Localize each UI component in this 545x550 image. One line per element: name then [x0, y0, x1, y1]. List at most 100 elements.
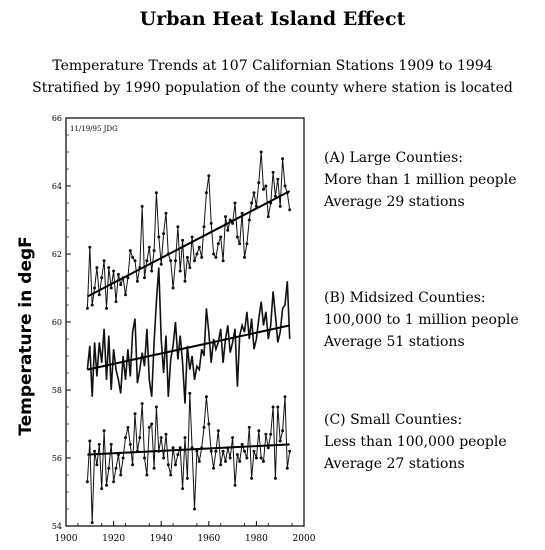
- data-point: [233, 201, 237, 205]
- data-point: [145, 473, 149, 477]
- x-tick-label: 1900: [55, 534, 78, 544]
- data-point: [169, 473, 173, 477]
- data-point: [259, 150, 263, 154]
- data-point: [185, 255, 189, 259]
- data-point: [126, 276, 130, 280]
- data-point: [266, 446, 270, 450]
- x-tick-label: 1940: [150, 534, 173, 544]
- data-point: [174, 463, 177, 467]
- data-point: [121, 456, 125, 460]
- data-point: [259, 456, 263, 460]
- data-point: [93, 286, 97, 290]
- data-point: [154, 405, 158, 409]
- data-point: [204, 395, 208, 399]
- data-point: [278, 204, 282, 208]
- x-tick-label: 2000: [293, 534, 316, 544]
- legend-small-stations: Average 27 stations: [324, 456, 465, 472]
- data-point: [281, 157, 285, 161]
- data-point: [88, 439, 92, 443]
- data-point: [159, 262, 163, 266]
- x-tick-label: 1980: [245, 534, 268, 544]
- data-point: [133, 259, 137, 263]
- data-point: [90, 303, 94, 307]
- data-point: [219, 235, 223, 239]
- data-point: [243, 449, 246, 453]
- data-point: [252, 191, 256, 195]
- data-point: [97, 293, 101, 297]
- data-point: [128, 442, 132, 446]
- legend-large-name: (A) Large Counties:: [324, 150, 463, 166]
- data-point: [143, 456, 146, 460]
- data-point: [197, 245, 201, 249]
- data-point: [252, 449, 256, 453]
- data-point: [238, 459, 242, 463]
- data-point: [200, 255, 204, 259]
- data-point: [102, 429, 106, 433]
- data-point: [159, 436, 163, 440]
- data-point: [105, 306, 108, 310]
- chart-title: Urban Heat Island Effect: [139, 8, 406, 30]
- y-tick-label: 66: [52, 114, 62, 123]
- data-point: [152, 249, 156, 253]
- chart-subtitle-line2: Stratified by 1990 population of the cou…: [32, 80, 513, 96]
- data-point: [126, 425, 130, 429]
- series-layer: [85, 150, 292, 525]
- data-point: [283, 184, 287, 188]
- data-point: [190, 235, 194, 239]
- data-point: [93, 449, 97, 453]
- data-point: [247, 218, 251, 222]
- data-point: [228, 456, 232, 460]
- data-point: [143, 276, 146, 280]
- data-point: [281, 429, 285, 433]
- data-point: [140, 204, 144, 208]
- data-point: [207, 422, 211, 426]
- trend-line: [87, 324, 290, 371]
- legend-midsized-name: (B) Midsized Counties:: [324, 290, 486, 306]
- data-point: [174, 259, 177, 263]
- data-point: [112, 269, 116, 273]
- chart-annotation: 11/19/95 JDG: [70, 125, 118, 133]
- legend-entry-midsized: (B) Midsized Counties: 100,000 to 1 mill…: [324, 287, 539, 353]
- data-point: [138, 436, 142, 440]
- legend-entry-large: (A) Large Counties: More than 1 million …: [324, 147, 539, 213]
- data-point: [107, 466, 111, 470]
- data-point: [176, 225, 180, 229]
- series-small: [85, 391, 292, 525]
- data-point: [235, 235, 239, 239]
- data-point: [97, 442, 101, 446]
- x-tick-label: 1920: [102, 534, 125, 544]
- data-point: [119, 473, 123, 477]
- data-point: [202, 225, 206, 229]
- data-point: [124, 436, 127, 440]
- data-point: [197, 459, 201, 463]
- legend-large-stations: Average 29 stations: [324, 194, 465, 210]
- data-point: [245, 456, 249, 460]
- data-point: [119, 283, 123, 287]
- data-point: [152, 466, 156, 470]
- data-point: [171, 286, 175, 290]
- data-point: [107, 266, 111, 270]
- data-point: [276, 177, 280, 181]
- data-point: [193, 259, 196, 263]
- data-point: [207, 174, 211, 178]
- data-point: [273, 194, 277, 198]
- data-point: [90, 521, 94, 525]
- chart-subtitle-line1: Temperature Trends at 107 Californian St…: [52, 58, 493, 74]
- data-point: [245, 242, 249, 246]
- data-point: [85, 480, 89, 484]
- data-point: [145, 259, 149, 263]
- data-point: [271, 405, 275, 409]
- data-point: [135, 279, 139, 283]
- data-point: [185, 476, 189, 480]
- data-point: [231, 221, 235, 225]
- series-line: [86, 151, 291, 309]
- data-point: [162, 456, 166, 460]
- data-point: [224, 459, 227, 463]
- y-tick-label: 58: [52, 386, 62, 395]
- data-point: [88, 245, 92, 249]
- data-point: [262, 187, 265, 191]
- series-midsized: [86, 267, 291, 404]
- data-point: [105, 483, 108, 487]
